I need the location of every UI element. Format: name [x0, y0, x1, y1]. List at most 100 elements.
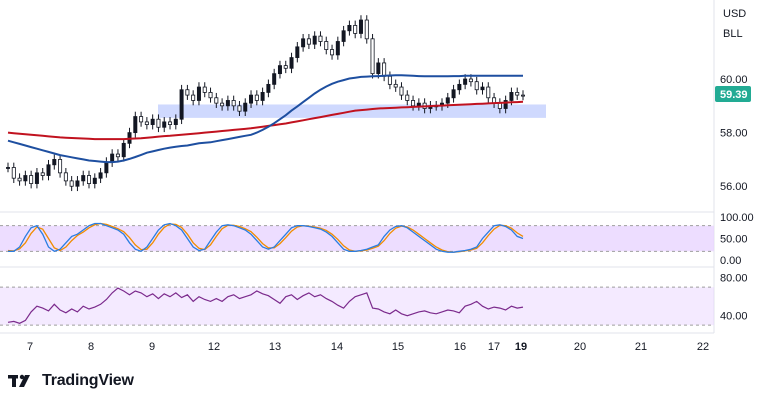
price-candle — [393, 83, 398, 88]
price-candle — [254, 94, 259, 101]
price-candle — [29, 175, 34, 184]
price-candle — [399, 86, 404, 96]
time-tick-label: 9 — [149, 341, 155, 353]
tradingview-logo-text: TradingView — [42, 372, 134, 389]
price-candle — [463, 78, 468, 85]
price-candle — [110, 153, 115, 163]
price-candle — [521, 94, 526, 97]
stochastic-axis-ticks: 100.00 50.00 0.00 — [720, 212, 754, 267]
stochastic-tick-label: 100.00 — [720, 212, 754, 224]
price-candle — [81, 175, 86, 182]
price-tick-label: 60.00 — [720, 74, 748, 86]
price-candle — [34, 172, 39, 184]
price-candle — [260, 92, 265, 101]
currency-label: USD — [723, 8, 746, 20]
price-candle — [306, 38, 311, 45]
price-candle — [115, 153, 120, 158]
price-candle — [208, 92, 213, 99]
time-tick-label: 22 — [697, 341, 709, 353]
price-candle — [330, 49, 335, 56]
price-candle — [225, 100, 230, 107]
stochastic-k-line — [8, 222, 524, 253]
stochastic-band — [0, 225, 714, 252]
price-candle — [509, 92, 514, 101]
price-candle — [468, 78, 473, 83]
price-candle — [486, 86, 491, 99]
price-candle — [144, 121, 149, 125]
current-price-badge — [715, 86, 751, 102]
ma-slow-line — [7, 100, 524, 141]
time-tick-label: 16 — [454, 341, 466, 353]
price-candle — [133, 116, 138, 134]
time-tick-label: 21 — [635, 341, 647, 353]
price-candle — [52, 159, 57, 166]
price-candle — [46, 164, 51, 176]
time-axis-ticks: 7 8 9 12 13 14 15 16 17 19 20 21 22 — [27, 341, 709, 353]
price-candle — [387, 75, 392, 85]
time-tick-label: 13 — [269, 341, 281, 353]
price-candle — [63, 172, 68, 182]
time-tick-label: 20 — [574, 341, 586, 353]
price-candle — [40, 172, 45, 176]
time-tick-label: 15 — [392, 341, 404, 353]
price-candle — [358, 19, 363, 34]
price-candle — [17, 177, 22, 182]
price-candle — [6, 167, 11, 169]
price-candles — [6, 15, 526, 192]
price-candle — [312, 35, 317, 45]
price-candle — [283, 65, 288, 69]
stochastic-tick-label: 0.00 — [720, 255, 741, 267]
rsi-tick-label: 80.00 — [720, 273, 748, 285]
price-tick-label: 56.00 — [720, 181, 748, 193]
price-candle — [411, 100, 416, 107]
price-candle — [196, 86, 201, 101]
price-candle — [185, 89, 190, 96]
price-candle — [405, 94, 410, 101]
price-candle — [318, 35, 323, 42]
price-candle — [266, 83, 271, 93]
price-candle — [231, 100, 236, 107]
price-candle — [289, 57, 294, 69]
time-tick-label: 19 — [515, 341, 527, 353]
price-candle — [220, 102, 225, 107]
price-candle — [202, 86, 207, 93]
unit-label: BLL — [723, 28, 743, 40]
price-candle — [58, 159, 63, 174]
price-candle — [69, 180, 74, 187]
price-candle — [474, 81, 479, 91]
price-candle — [98, 172, 103, 179]
price-candle — [139, 116, 144, 123]
price-candle — [451, 89, 456, 99]
price-candle — [87, 175, 92, 184]
time-tick-label: 12 — [208, 341, 220, 353]
rsi-axis-ticks: 80.00 40.00 — [720, 273, 748, 323]
price-tick-label: 58.00 — [720, 128, 748, 140]
time-tick-label: 14 — [331, 341, 343, 353]
price-candle — [382, 62, 387, 77]
price-candle — [457, 83, 462, 91]
price-candle — [23, 175, 28, 182]
price-candle — [162, 121, 167, 128]
tradingview-brand[interactable]: TradingView — [8, 370, 134, 392]
price-candle — [445, 97, 450, 104]
price-candle — [150, 118, 155, 125]
price-candle — [92, 177, 97, 184]
price-candle — [353, 25, 358, 34]
rsi-line — [7, 287, 524, 324]
price-candle — [168, 121, 173, 125]
tradingview-logo-icon — [8, 374, 30, 387]
rsi-band — [0, 287, 714, 326]
price-candle — [341, 30, 346, 42]
price-candle — [295, 46, 300, 58]
price-candle — [191, 94, 196, 101]
price-candle — [75, 180, 80, 187]
price-candle — [503, 100, 508, 109]
price-candle — [480, 86, 485, 91]
price-candle — [11, 167, 16, 179]
price-axis-ticks: 60.00 58.00 56.00 — [720, 74, 748, 193]
price-candle — [272, 73, 277, 85]
price-candle — [237, 105, 242, 112]
price-candle — [364, 19, 369, 40]
stochastic-tick-label: 50.00 — [720, 234, 748, 246]
